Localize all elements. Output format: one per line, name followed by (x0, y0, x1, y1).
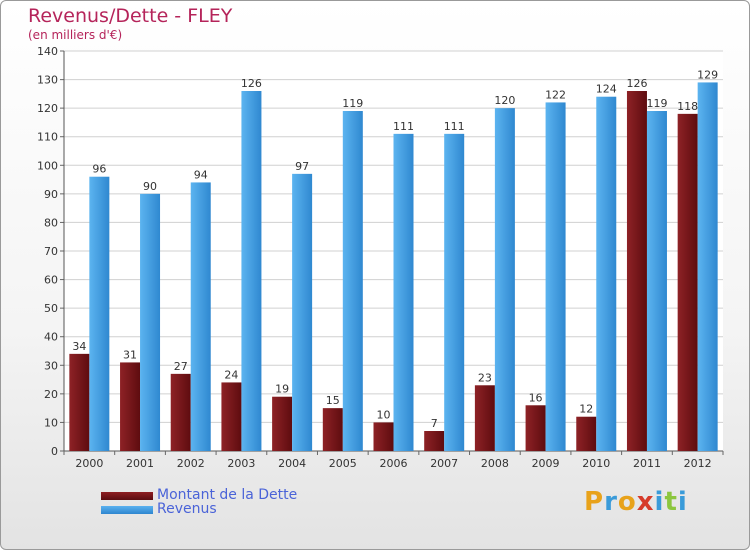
bar-dette (373, 422, 394, 451)
data-label-dette: 118 (677, 100, 698, 113)
bar-dette (221, 382, 242, 451)
data-label-revenus: 122 (545, 88, 566, 101)
data-label-dette: 10 (377, 408, 391, 421)
data-label-dette: 27 (174, 360, 188, 373)
logo-letter: x (636, 487, 655, 517)
data-label-revenus: 120 (494, 94, 515, 107)
bar-revenus (342, 111, 363, 451)
bar-dette (424, 431, 445, 451)
data-label-revenus: 119 (342, 97, 363, 110)
data-label-dette: 16 (529, 391, 543, 404)
x-tick-label: 2005 (329, 457, 357, 470)
x-tick-label: 2006 (380, 457, 408, 470)
bar-revenus (444, 133, 465, 451)
bar-revenus (241, 91, 262, 451)
bar-revenus (494, 108, 515, 452)
bar-revenus (190, 182, 211, 451)
y-tick-label: 10 (44, 416, 58, 429)
y-tick-label: 110 (37, 131, 58, 144)
bar-revenus (697, 82, 718, 451)
logo-letter: r (604, 487, 618, 517)
legend-label-revenus: Revenus (157, 501, 217, 517)
logo-letter: P (584, 487, 605, 517)
bar-revenus (89, 176, 110, 451)
legend-label-dette: Montant de la Dette (157, 487, 298, 503)
bar-revenus (393, 133, 414, 451)
y-tick-label: 100 (37, 159, 58, 172)
data-label-dette: 12 (579, 403, 593, 416)
x-tick-label: 2012 (684, 457, 712, 470)
bar-dette (677, 113, 698, 451)
x-tick-label: 2004 (278, 457, 306, 470)
bar-revenus (646, 111, 667, 451)
logo-letter: i (677, 487, 688, 517)
y-tick-label: 20 (44, 388, 58, 401)
bar-dette (576, 416, 597, 451)
bar-dette (170, 373, 191, 451)
logo-letter: t (664, 487, 678, 517)
x-tick-label: 2000 (75, 457, 103, 470)
bar-revenus (545, 102, 566, 451)
data-label-revenus: 124 (596, 83, 617, 96)
chart-subtitle: (en milliers d'€) (28, 28, 123, 42)
y-tick-label: 0 (51, 445, 58, 458)
y-tick-label: 80 (44, 216, 58, 229)
bar-dette (626, 91, 647, 451)
y-tick-label: 70 (44, 245, 58, 258)
data-label-dette: 15 (326, 394, 340, 407)
x-tick-label: 2003 (227, 457, 255, 470)
data-label-dette: 126 (626, 77, 647, 90)
data-label-revenus: 90 (143, 180, 157, 193)
data-label-revenus: 96 (92, 163, 106, 176)
bar-revenus (140, 193, 161, 451)
logo-letter: i (654, 487, 665, 517)
x-tick-label: 2007 (430, 457, 458, 470)
y-tick-label: 140 (37, 45, 58, 58)
bar-dette (322, 408, 343, 451)
proxiti-logo: Proxiti (584, 487, 688, 517)
bar-dette (525, 405, 546, 451)
x-tick-label: 2008 (481, 457, 509, 470)
data-label-dette: 24 (224, 368, 238, 381)
y-tick-label: 120 (37, 102, 58, 115)
x-tick-label: 2002 (177, 457, 205, 470)
x-tick-label: 2001 (126, 457, 154, 470)
x-tick-label: 2009 (532, 457, 560, 470)
data-label-revenus: 111 (444, 120, 465, 133)
bar-dette (272, 396, 293, 451)
x-tick-label: 2010 (582, 457, 610, 470)
bar-revenus (292, 173, 313, 451)
legend-swatch-revenus (101, 506, 153, 514)
data-label-revenus: 126 (241, 77, 262, 90)
y-tick-label: 90 (44, 188, 58, 201)
bar-revenus (596, 96, 617, 451)
chart-title: Revenus/Dette - FLEY (28, 5, 233, 27)
y-tick-label: 30 (44, 359, 58, 372)
legend-swatch-dette (101, 492, 153, 500)
data-label-dette: 31 (123, 348, 137, 361)
y-tick-label: 130 (37, 74, 58, 87)
data-label-dette: 19 (275, 383, 289, 396)
data-label-revenus: 97 (295, 160, 309, 173)
bar-dette (120, 362, 141, 451)
data-label-revenus: 94 (194, 168, 208, 181)
bar-dette (474, 385, 495, 451)
y-tick-label: 40 (44, 331, 58, 344)
data-label-revenus: 129 (697, 68, 718, 81)
data-label-dette: 34 (72, 340, 86, 353)
logo-letter: o (617, 487, 637, 517)
data-label-dette: 23 (478, 371, 492, 384)
data-label-revenus: 119 (646, 97, 667, 110)
bar-dette (69, 353, 90, 451)
data-label-dette: 7 (431, 417, 438, 430)
y-tick-label: 60 (44, 274, 58, 287)
x-tick-label: 2011 (633, 457, 661, 470)
data-label-revenus: 111 (393, 120, 414, 133)
y-tick-label: 50 (44, 302, 58, 315)
